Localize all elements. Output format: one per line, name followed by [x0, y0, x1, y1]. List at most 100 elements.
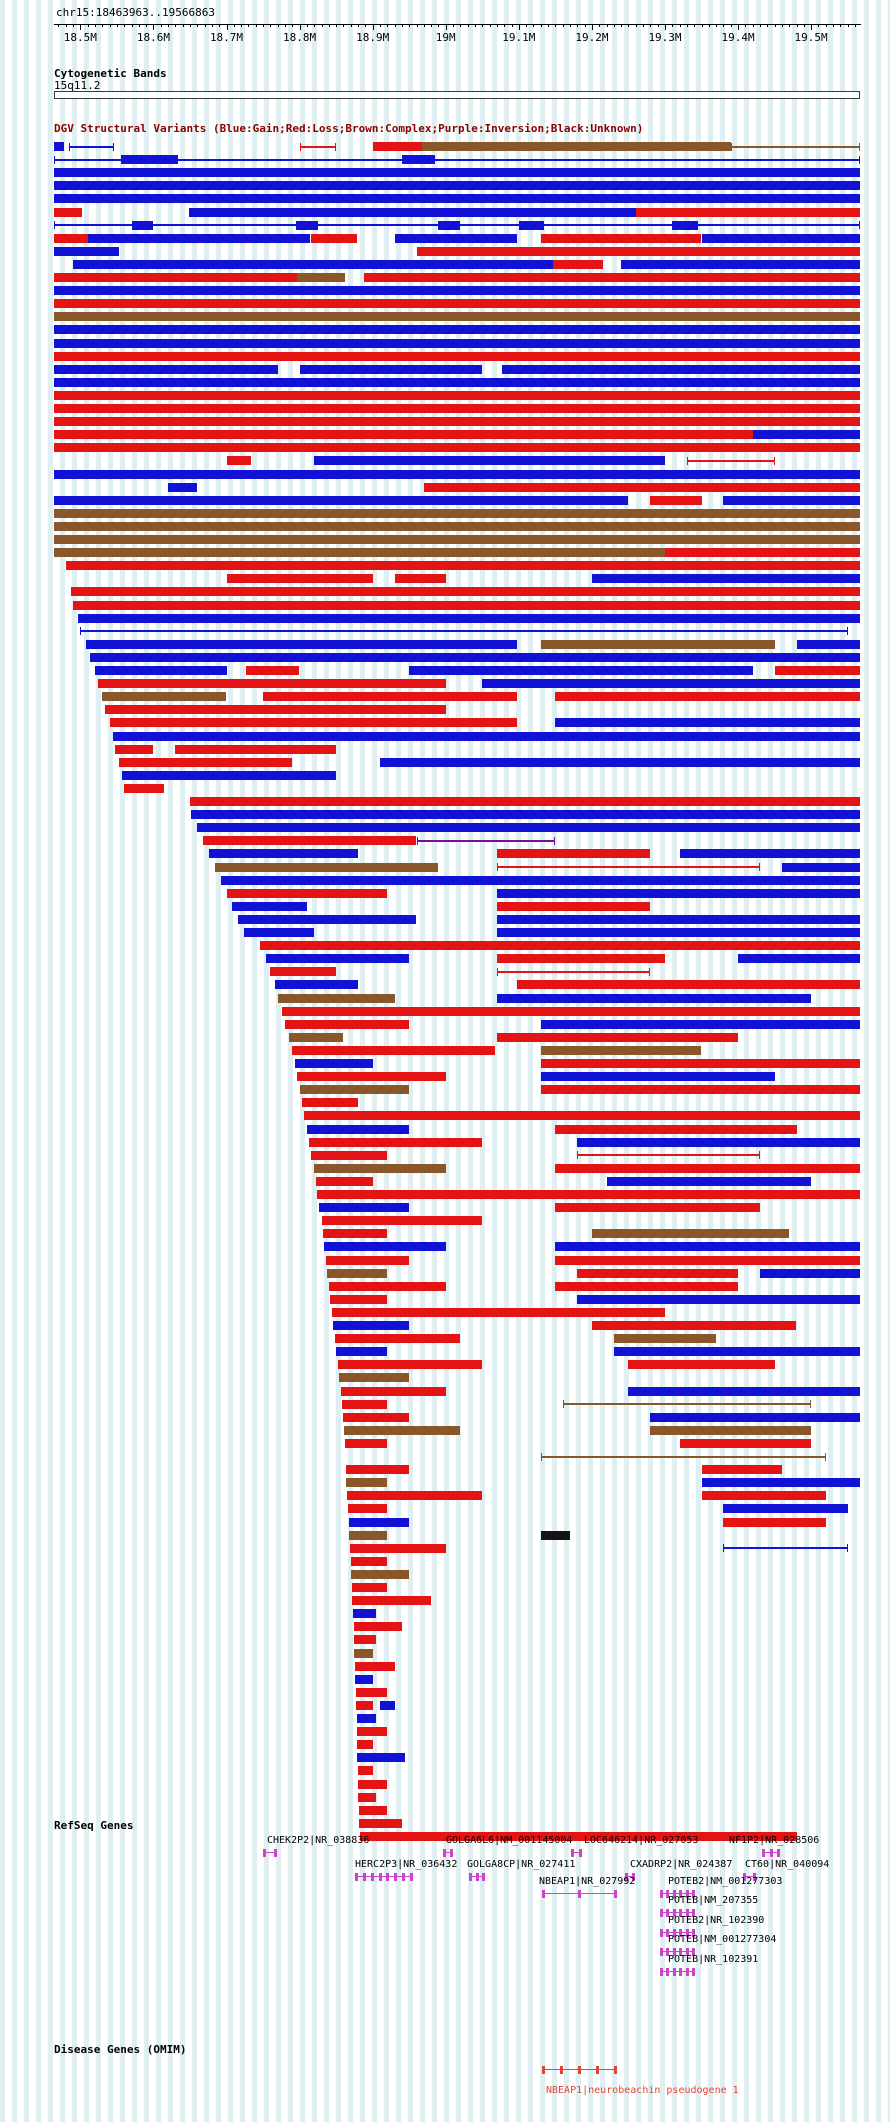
dgv-variant-complex[interactable] [540, 1452, 826, 1461]
dgv-variant-gain[interactable] [238, 914, 417, 924]
dgv-variant-loss[interactable] [354, 1635, 377, 1645]
dgv-variant-gain[interactable] [356, 1714, 377, 1723]
dgv-variant-loss[interactable] [540, 1085, 861, 1095]
dgv-variant-loss[interactable] [628, 1360, 775, 1370]
dgv-variant-loss[interactable] [358, 1805, 388, 1815]
dgv-variant-loss[interactable] [340, 1386, 446, 1396]
dgv-variant-loss[interactable] [355, 1700, 373, 1710]
dgv-variant-loss[interactable] [496, 1032, 739, 1042]
dgv-variant-loss[interactable] [337, 1360, 483, 1370]
dgv-variant-loss[interactable] [190, 797, 861, 806]
dgv-variant-complex[interactable] [299, 1085, 410, 1095]
dgv-variant-gain[interactable] [672, 220, 698, 230]
dgv-variant-complex[interactable] [327, 1268, 388, 1278]
dgv-variant-loss[interactable] [540, 233, 702, 243]
dgv-variant-complex[interactable] [346, 1478, 388, 1488]
dgv-variant-gain[interactable] [112, 731, 861, 741]
dgv-variant-gain[interactable] [591, 574, 861, 584]
dgv-variant-loss[interactable] [665, 548, 861, 558]
dgv-variant-loss[interactable] [347, 1491, 483, 1501]
gene-glyph[interactable] [660, 1968, 695, 1976]
dgv-variant-gain[interactable] [355, 1674, 373, 1684]
dgv-variant-complex[interactable] [54, 508, 861, 518]
dgv-variant-loss[interactable] [555, 1255, 861, 1265]
dgv-variant-complex[interactable] [297, 273, 345, 282]
dgv-variant-gain[interactable] [394, 233, 517, 243]
dgv-variant-loss[interactable] [496, 863, 761, 871]
dgv-variant-gain[interactable] [54, 168, 861, 178]
dgv-variant-loss[interactable] [54, 351, 861, 361]
dgv-variant-gain[interactable] [54, 495, 629, 505]
dgv-variant-loss[interactable] [54, 207, 82, 217]
dgv-variant-loss[interactable] [246, 666, 300, 675]
dgv-variant-gain[interactable] [401, 155, 435, 165]
dgv-variant-loss[interactable] [345, 1465, 410, 1475]
dgv-variant-gain[interactable] [244, 928, 315, 937]
dgv-variant-complex[interactable] [613, 1334, 717, 1344]
dgv-variant-loss[interactable] [109, 718, 517, 728]
dgv-variant-gain[interactable] [78, 613, 861, 623]
dgv-variant-gain[interactable] [333, 1321, 410, 1330]
dgv-variant-complex[interactable] [54, 548, 665, 558]
dgv-variant-loss[interactable] [496, 849, 651, 859]
dgv-variant-loss[interactable] [555, 1163, 861, 1173]
dgv-variant-gain[interactable] [723, 495, 861, 505]
dgv-variant-loss[interactable] [358, 1766, 373, 1776]
dgv-variant-complex[interactable] [344, 1425, 461, 1435]
dgv-variant-loss[interactable] [350, 1543, 446, 1553]
dgv-variant-gain[interactable] [54, 286, 861, 296]
dgv-variant-loss[interactable] [54, 404, 861, 413]
dgv-variant-gain[interactable] [131, 220, 154, 230]
dgv-variant-loss[interactable] [577, 1151, 760, 1160]
dgv-variant-loss[interactable] [115, 744, 154, 754]
dgv-variant-loss[interactable] [331, 1307, 665, 1317]
dgv-variant-gain[interactable] [348, 1517, 410, 1527]
gene-glyph[interactable] [443, 1849, 453, 1857]
dgv-variant-gain[interactable] [54, 194, 861, 204]
dgv-variant-loss[interactable] [555, 692, 861, 702]
dgv-variant-gain[interactable] [54, 338, 861, 348]
dgv-variant-gain[interactable] [54, 181, 861, 191]
dgv-variant-loss[interactable] [260, 941, 861, 951]
dgv-variant-loss[interactable] [359, 1831, 797, 1841]
dgv-variant-complex[interactable] [214, 862, 439, 872]
gene-glyph[interactable] [660, 1890, 695, 1898]
dgv-variant-loss[interactable] [54, 417, 861, 427]
dgv-variant-gain[interactable] [54, 377, 861, 387]
dgv-variant-loss[interactable] [723, 1517, 826, 1527]
dgv-variant-complex[interactable] [350, 1569, 410, 1579]
gene-glyph[interactable] [660, 1948, 695, 1956]
dgv-variant-gain[interactable] [628, 1386, 861, 1396]
dgv-variant-loss[interactable] [317, 1190, 861, 1199]
gene-glyph[interactable] [263, 1849, 277, 1857]
dgv-variant-gain[interactable] [577, 1137, 861, 1147]
dgv-variant-gain[interactable] [752, 430, 861, 440]
dgv-variant-loss[interactable] [54, 430, 753, 440]
dgv-variant-loss[interactable] [355, 1687, 388, 1697]
dgv-variant-gain[interactable] [319, 1203, 410, 1213]
dgv-variant-loss[interactable] [54, 299, 861, 309]
dgv-variant-gain[interactable] [518, 220, 545, 230]
dgv-variant-loss[interactable] [310, 233, 357, 243]
dgv-variant-gain[interactable] [89, 652, 861, 662]
dgv-variant-loss[interactable] [555, 1124, 797, 1134]
dgv-variant-gain[interactable] [606, 1176, 812, 1186]
dgv-variant-gain[interactable] [314, 456, 665, 466]
dgv-variant-gain[interactable] [482, 679, 861, 689]
dgv-variant-gain[interactable] [295, 220, 318, 230]
dgv-variant-loss[interactable] [358, 1792, 377, 1802]
dgv-variant-loss[interactable] [540, 1059, 861, 1068]
dgv-variant-loss[interactable] [496, 967, 651, 976]
dgv-variant-loss[interactable] [496, 954, 665, 964]
dgv-variant-loss[interactable] [358, 1818, 402, 1828]
dgv-variant-loss[interactable] [292, 1045, 495, 1055]
dgv-variant-loss[interactable] [323, 1229, 388, 1239]
dgv-variant-loss[interactable] [54, 273, 298, 282]
dgv-variant-loss[interactable] [394, 574, 446, 584]
dgv-variant-loss[interactable] [226, 574, 373, 584]
dgv-variant-gain[interactable] [299, 364, 483, 374]
dgv-variant-complex[interactable] [540, 1045, 702, 1055]
dgv-variant-loss[interactable] [226, 888, 388, 898]
dgv-variant-gain[interactable] [168, 482, 198, 492]
dgv-variant-loss[interactable] [343, 1412, 410, 1422]
